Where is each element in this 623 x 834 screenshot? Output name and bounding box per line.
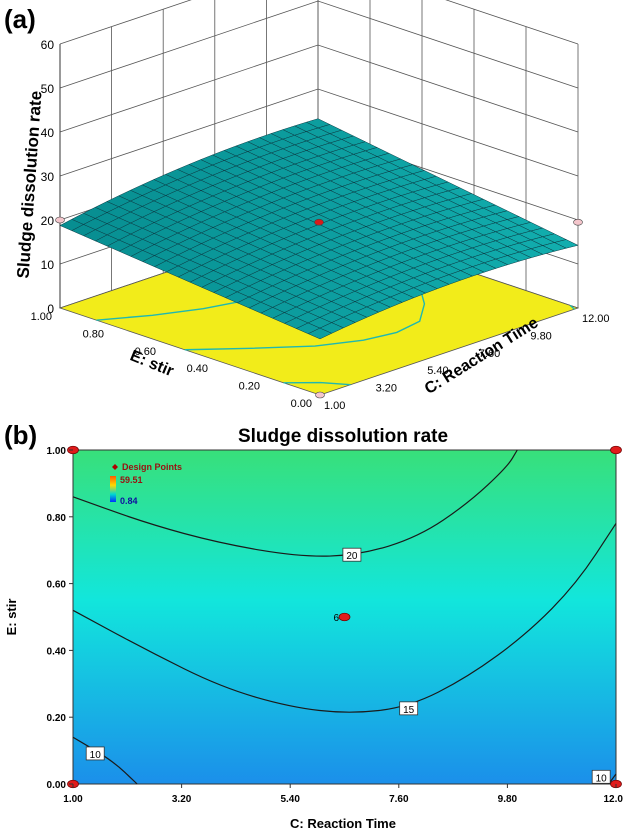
design-point [338, 612, 351, 622]
y-tick-label: 1.00 [47, 446, 67, 457]
z-axis-label: Sludge dissolution rate [13, 90, 45, 279]
x-tick-label-3d: 12.00 [582, 313, 610, 325]
y-tick-label-3d: 0.40 [187, 363, 208, 375]
surface-center-point [314, 218, 324, 226]
contour-label: 10 [90, 750, 102, 761]
y-tick-label-3d: 0.80 [83, 328, 104, 340]
contour-label-box [342, 547, 362, 562]
x-tick-label: 5.40 [280, 794, 300, 805]
y-tick-label-3d: 0.20 [239, 381, 260, 393]
y-tick-label-3d: 0.60 [135, 346, 156, 358]
z-tick-label: 30 [41, 170, 55, 184]
surface-corner-point [573, 218, 583, 226]
x-tick-label: 12.00 [603, 794, 623, 805]
x-tick-label-3d: 3.20 [376, 383, 397, 395]
contour-labels: 20 15 10 10 [85, 547, 611, 784]
y-tick-label: 0.20 [47, 713, 67, 724]
floor-corner-point [315, 391, 325, 399]
x-tick-label-3d: 9.80 [530, 330, 551, 342]
y-tick-label: 0.00 [47, 780, 67, 791]
contour-ticks: 1.00 3.20 5.40 7.60 9.80 12.00 0.00 0.20 0.40 0.6… [47, 446, 623, 805]
wall-gridline [59, 0, 579, 45]
y-tick-label: 0.80 [47, 513, 67, 524]
contour-label-box [85, 746, 105, 761]
contour-label: 10 [596, 773, 608, 784]
design-point [610, 445, 622, 455]
x-tick-label: 1.00 [63, 794, 83, 805]
legend-max: 59.51 [120, 475, 143, 485]
x-tick-label-3d: 1.00 [324, 400, 345, 412]
contour-label-box [591, 769, 611, 784]
z-tick-label: 0 [47, 302, 54, 316]
x-tick-label: 9.80 [498, 794, 518, 805]
y-tick-label-3d: 0.00 [291, 398, 312, 410]
legend-title: Design Points [122, 462, 182, 472]
contour-y-axis-label: E: stir [4, 599, 19, 636]
x-tick-label: 3.20 [172, 794, 192, 805]
y-tick-label: 0.40 [47, 646, 67, 657]
contour-plot: Sludge dissolution rate 20 15 10 10 6 1.00 3… [4, 426, 623, 831]
z-tick-label: 20 [41, 214, 55, 228]
z-tick-label: 40 [41, 126, 55, 140]
x-tick-label: 7.60 [389, 794, 409, 805]
panel-label-b: (b) [4, 420, 38, 450]
contour-label: 15 [403, 705, 415, 716]
wall-gridline [59, 0, 579, 89]
surface-plot: 0 10 20 30 40 50 60 1.00 3.20 5.40 7.60 9.80 12.00 0.… [13, 0, 610, 412]
legend-colorbar [110, 476, 116, 502]
surface-cell [307, 327, 333, 340]
design-point-label: 6 [334, 613, 340, 624]
floor-contour [283, 381, 351, 386]
surface-corner-point [55, 216, 65, 224]
y-tick-label-3d: 1.00 [31, 311, 52, 323]
surface-mesh [55, 118, 583, 399]
x-tick-label-3d: 7.60 [479, 348, 500, 360]
contour-title: Sludge dissolution rate [238, 426, 448, 447]
legend-diamond-icon [112, 464, 118, 470]
z-tick-label: 60 [41, 38, 55, 52]
x-tick-label-3d: 5.40 [427, 365, 448, 377]
z-tick-label: 10 [41, 258, 55, 272]
floor-contour [569, 304, 575, 310]
surface-ticks: 0 10 20 30 40 50 60 1.00 3.20 5.40 7.60 9.80 12.00 0.… [31, 38, 610, 412]
contour-line [72, 523, 617, 713]
y-tick-label: 0.60 [47, 580, 67, 591]
contour-x-axis-label: C: Reaction Time [290, 816, 396, 831]
legend-min: 0.84 [120, 496, 138, 506]
contour-line [72, 449, 518, 557]
legend: Design Points 59.51 0.84 [110, 462, 182, 506]
contour-label: 20 [346, 551, 358, 562]
panel-label-a: (a) [4, 4, 36, 34]
contour-label-box [399, 701, 419, 716]
z-tick-label: 50 [41, 82, 55, 96]
